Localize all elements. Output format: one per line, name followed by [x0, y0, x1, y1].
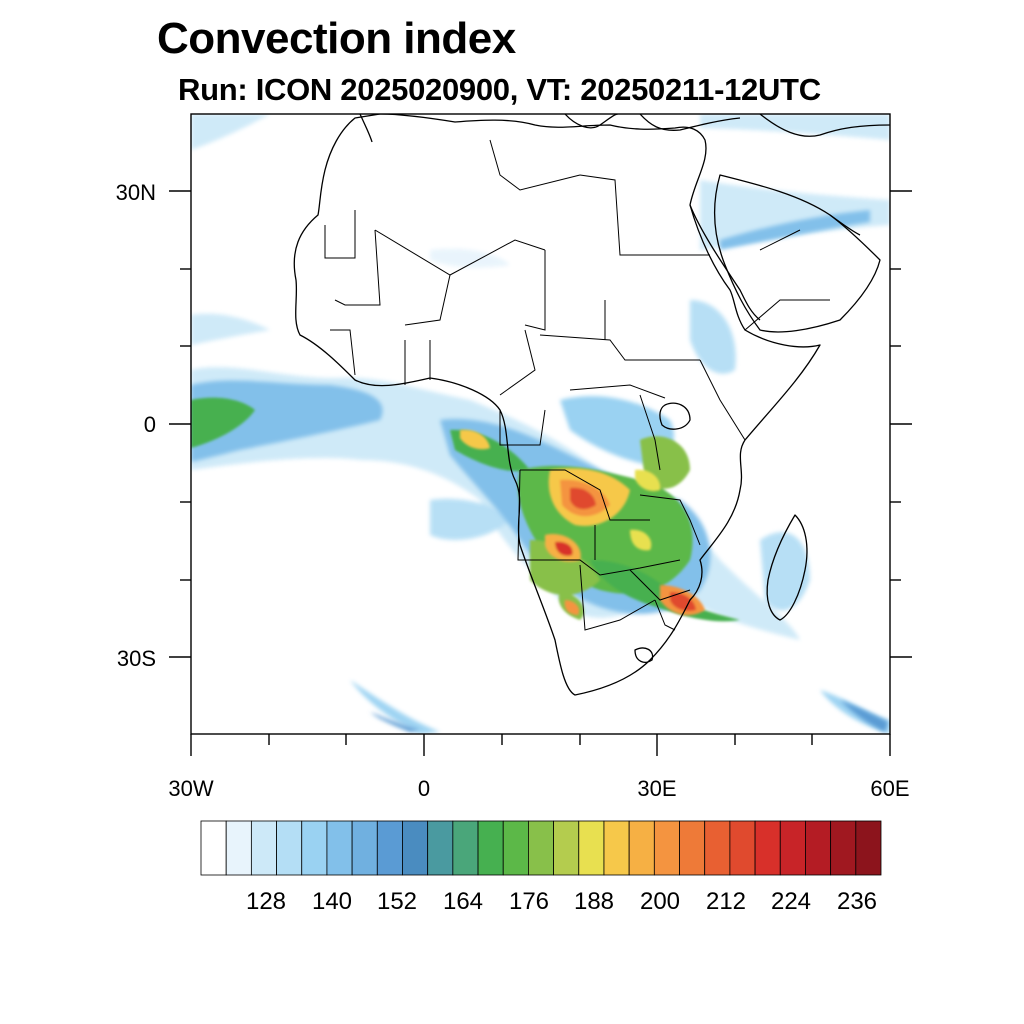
colorbar-swatch — [628, 820, 655, 876]
convection-field — [191, 114, 890, 734]
colorbar-swatch — [603, 820, 630, 876]
colorbar-swatch — [276, 820, 303, 876]
colorbar-swatch — [326, 820, 353, 876]
colorbar-swatch — [225, 820, 252, 876]
colorbar-swatch — [754, 820, 781, 876]
colorbar-label: 212 — [705, 888, 747, 915]
colorbar-swatch — [351, 820, 378, 876]
x-tick-label-60e: 60E — [870, 776, 910, 801]
plot-frame — [169, 113, 912, 756]
y-tick-label-30n: 30N — [115, 180, 156, 205]
colorbar-swatch — [679, 820, 706, 876]
map-title: Convection index — [157, 14, 516, 63]
colorbar-swatch — [528, 820, 555, 876]
colorbar-label: 164 — [442, 888, 484, 915]
colorbar-swatch — [427, 820, 454, 876]
colorbar-swatch — [830, 820, 857, 876]
y-tick-label-30s: 30S — [116, 646, 156, 671]
colorbar-swatch — [376, 820, 403, 876]
colorbar-label: 152 — [376, 888, 418, 915]
colorbar-label: 224 — [770, 888, 812, 915]
colorbar — [200, 820, 882, 876]
colorbar-label: 176 — [508, 888, 550, 915]
coastlines — [293, 114, 890, 696]
x-tick-label-30w: 30W — [168, 776, 214, 801]
colorbar-swatch — [553, 820, 580, 876]
x-tick-label-0: 0 — [417, 776, 431, 801]
colorbar-label: 236 — [836, 888, 878, 915]
colorbar-swatch — [779, 820, 806, 876]
colorbar-swatch — [805, 820, 832, 876]
colorbar-swatch — [578, 820, 605, 876]
colorbar-label: 200 — [639, 888, 681, 915]
colorbar-label: 128 — [245, 888, 287, 915]
colorbar-label: 140 — [311, 888, 353, 915]
colorbar-swatch — [250, 820, 277, 876]
colorbar-swatch — [704, 820, 731, 876]
colorbar-swatch — [729, 820, 756, 876]
colorbar-swatch — [200, 820, 227, 876]
map-subtitle: Run: ICON 2025020900, VT: 20250211-12UTC — [178, 72, 821, 107]
colorbar-swatch — [452, 820, 479, 876]
colorbar-swatch — [301, 820, 328, 876]
colorbar-label: 188 — [573, 888, 615, 915]
y-tick-label-0: 0 — [143, 412, 156, 437]
colorbar-swatch — [653, 820, 680, 876]
colorbar-swatch — [502, 820, 529, 876]
colorbar-swatch — [477, 820, 504, 876]
country-borders — [324, 139, 830, 631]
x-tick-label-30e: 30E — [637, 776, 677, 801]
colorbar-swatch — [855, 820, 882, 876]
colorbar-swatch — [402, 820, 429, 876]
